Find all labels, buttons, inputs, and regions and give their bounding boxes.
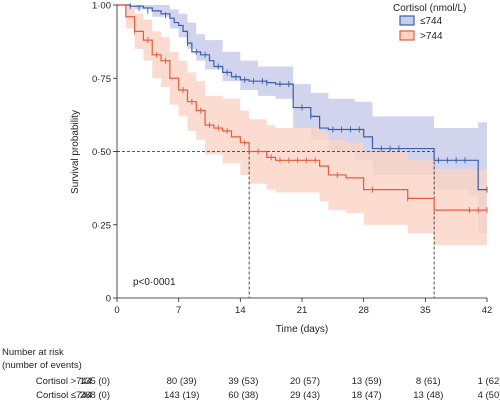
risk-cell-1-6: 4 (50) <box>478 390 500 401</box>
x-tick-label-6: 42 <box>482 305 493 316</box>
confidence-band-low <box>117 5 487 234</box>
risk-cell-1-3: 29 (43) <box>290 390 320 401</box>
risk-cell-1-4: 18 (47) <box>352 390 382 401</box>
y-tick-label-3: 0·75 <box>92 74 111 85</box>
legend-entry-high: >744 <box>420 31 443 42</box>
x-tick-label-5: 35 <box>420 305 431 316</box>
risk-cell-1-0: 268 (0) <box>80 390 110 401</box>
risk-cell-0-6: 1 (62) <box>478 376 500 387</box>
risk-row-label-0: Cortisol >744 <box>36 376 92 387</box>
risk-cell-0-1: 80 (39) <box>167 376 197 387</box>
y-axis-title: Survival probability <box>70 110 81 194</box>
legend-swatch-low <box>399 15 415 26</box>
risk-cell-1-5: 13 (48) <box>413 390 443 401</box>
legend-swatch-high <box>399 30 415 41</box>
legend-entry-low: ≤744 <box>420 16 443 27</box>
risk-cell-0-2: 39 (53) <box>228 376 258 387</box>
censor-marks <box>129 3 488 214</box>
x-tick-label-3: 21 <box>297 305 308 316</box>
number-at-risk-table: Number at risk (number of events) Cortis… <box>2 347 500 401</box>
confidence-bands <box>117 5 487 246</box>
risk-cell-0-4: 13 (59) <box>352 376 382 387</box>
x-axis-title: Time (days) <box>276 324 328 335</box>
median-reference-lines <box>117 151 435 298</box>
x-tick-label-4: 28 <box>358 305 369 316</box>
confidence-band-high <box>117 5 487 246</box>
risk-cell-0-3: 20 (57) <box>290 376 320 387</box>
survival-curve-high <box>117 4 487 211</box>
y-tick-label-1: 0·25 <box>92 220 111 231</box>
y-tick-label-4: 1·00 <box>92 1 111 12</box>
risk-cell-0-0: 135 (0) <box>80 376 110 387</box>
y-tick-label-0: 0 <box>106 294 111 305</box>
risk-cell-0-5: 8 (61) <box>416 376 441 387</box>
legend: Cortisol (nmol/L) ≤744 >744 <box>393 3 466 42</box>
p-value-annotation: p<0·0001 <box>133 277 176 288</box>
legend-title: Cortisol (nmol/L) <box>393 3 466 14</box>
x-tick-label-0: 0 <box>114 305 119 316</box>
risk-cell-1-1: 143 (19) <box>164 390 199 401</box>
axis-ticks: 0 7 14 21 28 35 42 0 0·25 0·50 0·75 1·00 <box>92 1 492 317</box>
y-tick-label-2: 0·50 <box>92 147 111 158</box>
x-tick-label-1: 7 <box>176 305 181 316</box>
x-tick-label-2: 14 <box>235 305 246 316</box>
risk-row-label-1: Cortisol ≤744 <box>36 390 92 401</box>
risk-table-title: Number at risk <box>2 347 64 358</box>
risk-cell-1-2: 60 (38) <box>228 390 258 401</box>
risk-table-subtitle: (number of events) <box>2 360 82 371</box>
